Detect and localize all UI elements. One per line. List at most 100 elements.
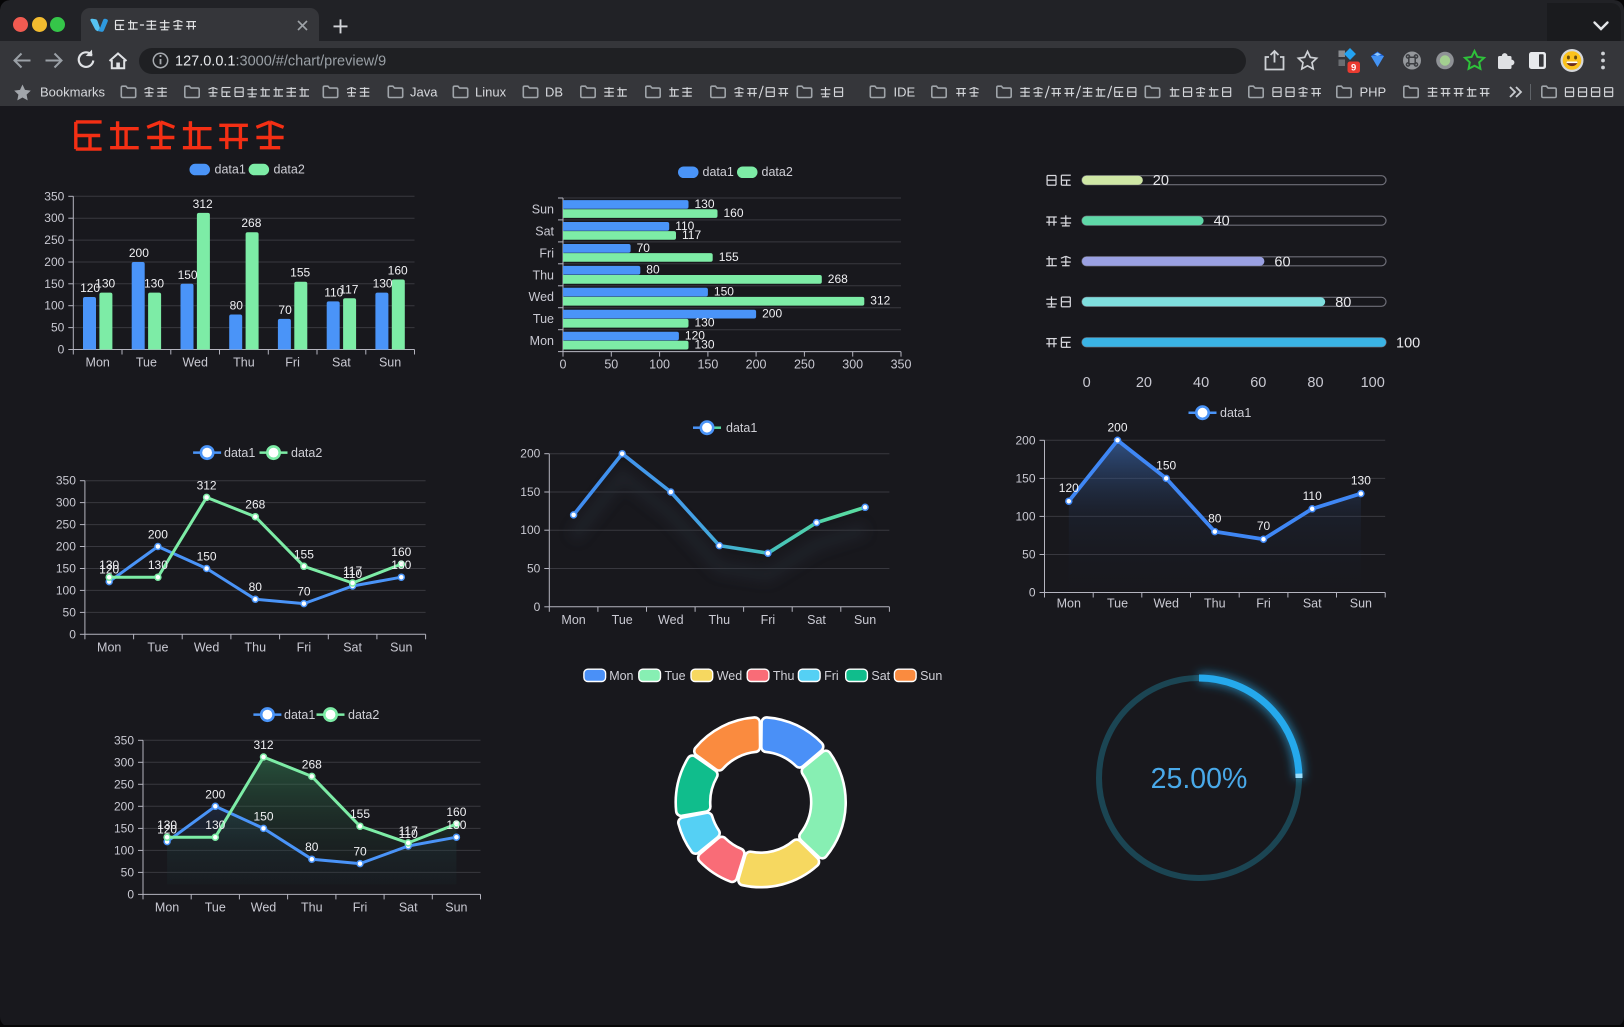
svg-text:268: 268: [245, 498, 265, 512]
svg-text:200: 200: [520, 447, 540, 461]
svg-text:300: 300: [114, 755, 134, 769]
svg-text:130: 130: [695, 338, 715, 352]
svg-text:200: 200: [205, 787, 225, 801]
svg-text:130: 130: [95, 277, 115, 291]
svg-text:data2: data2: [348, 708, 379, 722]
svg-text:0: 0: [1083, 375, 1091, 391]
svg-text:200: 200: [129, 246, 149, 260]
svg-text:80: 80: [230, 299, 244, 313]
svg-text:200: 200: [148, 528, 168, 542]
svg-text:150: 150: [714, 285, 734, 299]
svg-text:250: 250: [114, 777, 134, 791]
svg-text:data1: data1: [726, 421, 757, 435]
svg-text:120: 120: [80, 281, 100, 295]
svg-text:130: 130: [148, 558, 168, 572]
svg-text:130: 130: [695, 197, 715, 211]
svg-text:200: 200: [746, 358, 767, 372]
svg-text:Java: Java: [410, 85, 438, 100]
svg-text:Tue: Tue: [665, 669, 686, 683]
svg-text:110: 110: [399, 827, 418, 841]
svg-text:117: 117: [682, 228, 701, 242]
svg-text:350: 350: [114, 733, 134, 747]
svg-text:50: 50: [121, 865, 135, 879]
svg-text:130: 130: [1351, 474, 1371, 488]
svg-text:data1: data1: [284, 708, 315, 722]
svg-text:Thu: Thu: [245, 640, 267, 654]
svg-text:data1: data1: [1220, 406, 1251, 420]
svg-text:60: 60: [1250, 375, 1266, 391]
svg-text:Thu: Thu: [1204, 597, 1226, 611]
svg-text:Sat: Sat: [343, 640, 362, 654]
svg-text:117: 117: [399, 824, 418, 838]
svg-text:Sun: Sun: [445, 900, 467, 914]
svg-text:155: 155: [719, 250, 739, 264]
svg-text:150: 150: [44, 277, 64, 291]
svg-text:50: 50: [1022, 548, 1036, 562]
svg-text:160: 160: [388, 264, 408, 278]
svg-text:100: 100: [44, 299, 64, 313]
svg-text:Wed: Wed: [717, 669, 743, 683]
svg-text:data2: data2: [274, 163, 305, 177]
svg-text:Sun: Sun: [854, 613, 876, 627]
svg-text:Mon: Mon: [86, 356, 110, 370]
svg-text:312: 312: [253, 738, 273, 752]
svg-text:150: 150: [197, 550, 217, 564]
svg-text:80: 80: [305, 840, 319, 854]
svg-text:70: 70: [278, 303, 292, 317]
svg-text:0: 0: [127, 887, 134, 901]
svg-text:130: 130: [144, 277, 164, 291]
svg-text:Tue: Tue: [205, 900, 226, 914]
svg-text:Mon: Mon: [530, 334, 554, 348]
svg-text:Sat: Sat: [807, 613, 826, 627]
svg-text:Mon: Mon: [155, 900, 179, 914]
svg-text:Fri: Fri: [285, 356, 300, 370]
svg-text:Fri: Fri: [539, 246, 554, 260]
svg-text:Sat: Sat: [871, 669, 890, 683]
svg-text:Mon: Mon: [609, 669, 633, 683]
svg-text:70: 70: [637, 241, 651, 255]
svg-text:20: 20: [1153, 173, 1169, 189]
svg-text:110: 110: [675, 219, 694, 233]
svg-text:200: 200: [44, 255, 64, 269]
svg-text:130: 130: [99, 558, 119, 572]
svg-text:80: 80: [1208, 512, 1222, 526]
svg-text:Thu: Thu: [709, 613, 731, 627]
svg-text:Wed: Wed: [529, 290, 555, 304]
svg-text:Sun: Sun: [920, 669, 942, 683]
svg-text:Fri: Fri: [353, 900, 368, 914]
svg-text:50: 50: [527, 562, 541, 576]
svg-text:155: 155: [290, 266, 310, 280]
svg-text:200: 200: [762, 307, 782, 321]
svg-text:40: 40: [1214, 214, 1230, 230]
svg-text:130: 130: [205, 818, 225, 832]
svg-text:300: 300: [842, 358, 863, 372]
svg-text:Tue: Tue: [136, 356, 157, 370]
svg-text:40: 40: [1193, 375, 1209, 391]
svg-text:PHP: PHP: [1360, 85, 1387, 100]
svg-text:Sat: Sat: [332, 356, 351, 370]
svg-text:50: 50: [51, 321, 65, 335]
svg-text:Sun: Sun: [532, 203, 554, 217]
svg-text:110: 110: [1303, 489, 1322, 503]
svg-text:120: 120: [99, 563, 119, 577]
svg-text:80: 80: [249, 580, 263, 594]
svg-text:350: 350: [44, 189, 64, 203]
svg-text:100: 100: [56, 583, 76, 597]
svg-text:0: 0: [58, 343, 65, 357]
svg-text:data2: data2: [762, 165, 793, 179]
svg-text:150: 150: [697, 358, 718, 372]
svg-text:Tue: Tue: [612, 613, 633, 627]
svg-text:150: 150: [520, 485, 540, 499]
svg-text:IDE: IDE: [894, 85, 916, 100]
svg-text:Wed: Wed: [1153, 597, 1179, 611]
svg-text:80: 80: [1307, 375, 1323, 391]
svg-text:70: 70: [353, 845, 367, 859]
svg-text:350: 350: [56, 474, 76, 488]
svg-text:100: 100: [649, 358, 670, 372]
svg-text:Bookmarks: Bookmarks: [40, 85, 106, 100]
svg-text:Mon: Mon: [1057, 597, 1081, 611]
svg-text:Fri: Fri: [1256, 597, 1271, 611]
svg-text:Linux: Linux: [475, 85, 507, 100]
svg-text:Wed: Wed: [182, 356, 208, 370]
svg-text:200: 200: [56, 540, 76, 554]
